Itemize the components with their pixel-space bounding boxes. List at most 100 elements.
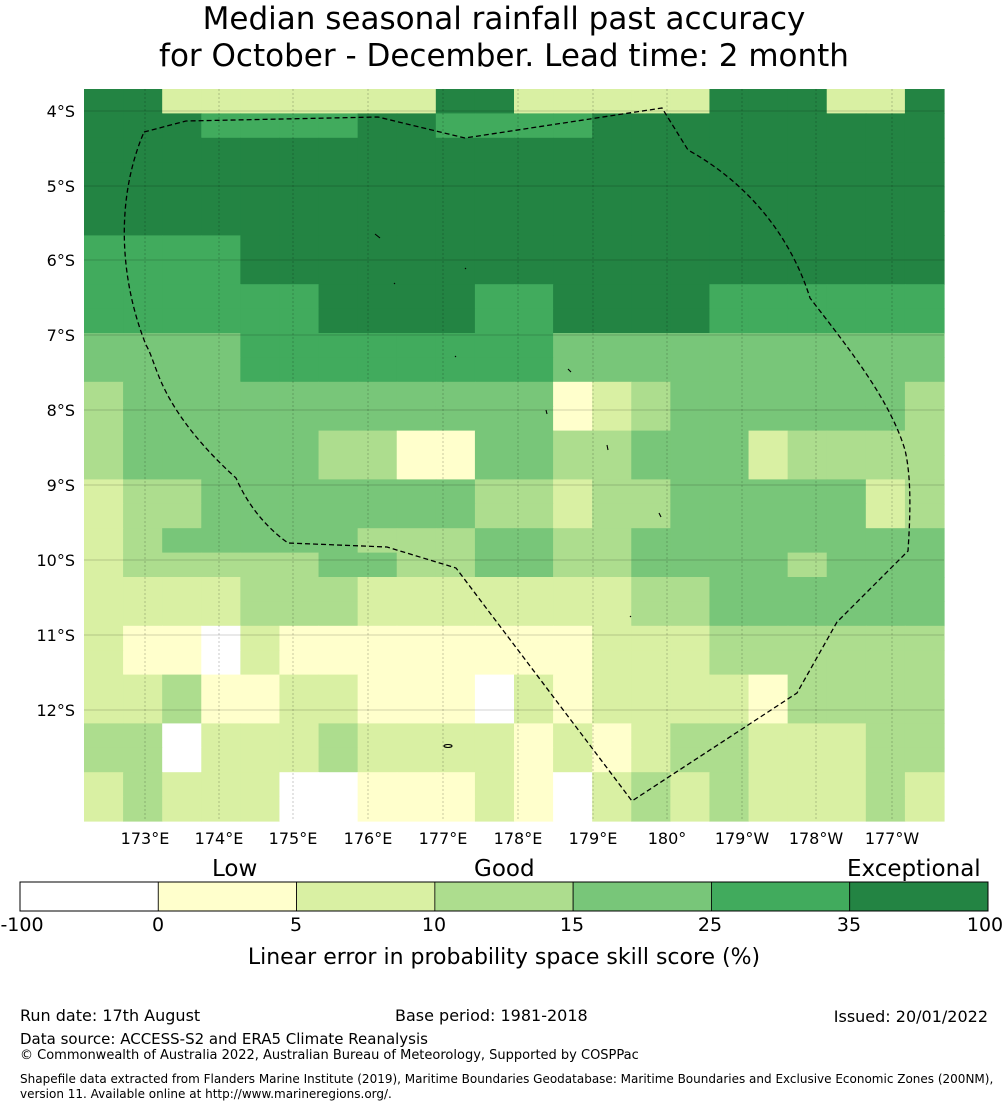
grid-cell <box>84 430 124 456</box>
grid-cell <box>826 89 867 114</box>
colorbar-tick: 15 <box>559 914 585 936</box>
grid-cell <box>670 650 711 676</box>
grid-cell <box>670 137 711 163</box>
grid-cell <box>162 259 202 285</box>
grid-cell <box>553 333 593 358</box>
copyright: © Commonwealth of Australia 2022, Austra… <box>20 1048 639 1063</box>
grid-cell <box>435 552 476 578</box>
grid-cell <box>865 747 906 773</box>
grid-cell <box>474 284 515 310</box>
grid-cell <box>904 723 945 749</box>
grid-cell <box>904 503 945 529</box>
run-date: Run date: 17th August <box>20 1006 201 1025</box>
grid-cell <box>826 333 867 358</box>
grid-cell <box>123 308 163 334</box>
grid-cell <box>162 186 202 212</box>
grid-cell <box>318 503 359 529</box>
grid-cell <box>631 357 671 383</box>
grid-cell <box>474 308 515 334</box>
grid-cell <box>435 577 476 602</box>
island <box>629 615 632 618</box>
grid-cell <box>787 723 828 749</box>
grid-cell <box>631 625 671 651</box>
grid-cell <box>592 186 632 212</box>
grid-cell <box>670 357 711 383</box>
issued-date: Issued: 20/01/2022 <box>833 1007 988 1026</box>
grid-cell <box>84 381 124 407</box>
grid-cell <box>787 625 828 651</box>
grid-cell <box>670 259 711 285</box>
grid-cell <box>201 503 241 529</box>
grid-cell <box>318 406 359 432</box>
grid-cell <box>240 137 281 163</box>
grid-cell <box>435 235 476 261</box>
grid-cell <box>357 89 398 114</box>
grid-cell <box>592 235 632 261</box>
grid-cell <box>631 333 671 358</box>
grid-cell <box>670 772 711 798</box>
colorbar-category-good: Good <box>474 856 535 882</box>
grid-cell <box>240 796 281 822</box>
grid-cell <box>84 528 124 554</box>
grid-cell <box>904 259 945 285</box>
grid-cell <box>123 406 163 432</box>
eez-boundary <box>123 107 911 802</box>
grid-cell <box>631 552 671 578</box>
grid-cell <box>318 235 359 261</box>
grid-cell <box>474 381 515 407</box>
grid-cell <box>396 357 437 383</box>
grid-cell <box>474 235 515 261</box>
grid-cell <box>553 503 593 529</box>
grid-cell <box>396 625 437 651</box>
grid-cell <box>240 235 281 261</box>
grid-cell <box>123 796 163 822</box>
grid-cell <box>787 601 828 627</box>
grid-cell <box>201 772 241 798</box>
grid-cell <box>84 284 124 310</box>
grid-cell <box>123 333 163 358</box>
grid-cell <box>84 552 124 578</box>
grid-cell <box>357 699 398 724</box>
longitude-label: 178°W <box>789 829 844 848</box>
grid-cell <box>865 699 906 724</box>
grid-cell <box>865 479 906 505</box>
grid-cell <box>318 284 359 310</box>
grid-cell <box>123 601 163 627</box>
grid-cell <box>279 89 320 114</box>
grid-cell <box>553 357 593 383</box>
grid-cell <box>357 577 398 602</box>
island <box>454 355 457 358</box>
grid-cell <box>396 89 437 114</box>
grid-cell <box>670 211 711 236</box>
grid-cell <box>904 186 945 212</box>
longitude-label: 175°E <box>269 829 318 848</box>
grid-cell <box>396 381 437 407</box>
grid-cell <box>904 162 945 188</box>
grid-cell <box>162 381 202 407</box>
grid-cell <box>396 186 437 212</box>
grid-cell <box>318 357 359 383</box>
grid-cell <box>318 723 359 749</box>
grid-cell <box>514 381 554 407</box>
grid-cell <box>514 113 554 139</box>
grid-cell <box>709 747 750 773</box>
grid-cell <box>162 699 202 724</box>
grid-cell <box>865 235 906 261</box>
grid-cell <box>865 796 906 822</box>
grid-cell <box>748 406 789 432</box>
grid-cell <box>123 186 163 212</box>
grid-cell <box>396 406 437 432</box>
grid-cell <box>357 747 398 773</box>
grid-cell <box>123 674 163 700</box>
grid-cell <box>709 284 750 310</box>
grid-cell <box>201 479 241 505</box>
grid-cell <box>748 259 789 285</box>
map-title-line-1: Median seasonal rainfall past accuracy <box>202 1 806 37</box>
grid-cell <box>670 308 711 334</box>
grid-cell <box>162 211 202 236</box>
grid-cell <box>318 796 359 822</box>
grid-cell <box>787 577 828 602</box>
grid-cell <box>84 455 124 480</box>
grid-cell <box>514 601 554 627</box>
grid-cell <box>904 284 945 310</box>
